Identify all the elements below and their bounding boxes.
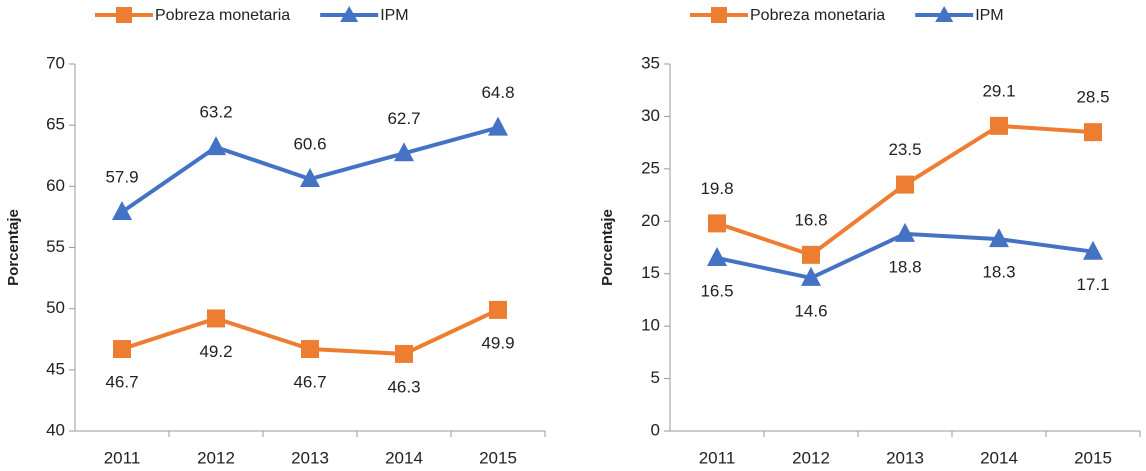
marker: [395, 344, 413, 363]
marker: [707, 246, 727, 266]
data-label: 23.5: [888, 140, 921, 159]
data-label: 14.6: [794, 301, 827, 320]
x-tick-label: 2011: [104, 448, 141, 467]
data-label: 57.9: [105, 168, 138, 187]
marker: [708, 214, 726, 233]
legend-label: Pobreza monetaria: [155, 7, 290, 24]
data-label: 63.2: [199, 103, 232, 122]
marker: [394, 142, 414, 162]
data-label: 49.9: [481, 333, 514, 352]
data-label: 46.7: [293, 373, 326, 392]
marker: [206, 136, 226, 156]
legend-marker: [116, 7, 132, 23]
y-axis-label: Porcentaje: [599, 209, 616, 286]
legend-marker: [711, 7, 727, 23]
marker: [1083, 240, 1103, 260]
y-tick-label: 50: [46, 298, 65, 317]
y-tick-label: 40: [46, 420, 65, 439]
data-label: 29.1: [982, 81, 1015, 100]
marker: [990, 116, 1008, 135]
marker: [488, 116, 508, 136]
marker: [896, 175, 914, 194]
y-axis-label: Porcentaje: [5, 209, 22, 286]
y-tick-label: 15: [641, 263, 660, 282]
y-tick-label: 65: [46, 115, 65, 134]
x-tick-label: 2013: [886, 448, 924, 467]
y-tick-label: 45: [46, 359, 65, 378]
data-label: 16.8: [794, 210, 827, 229]
marker: [802, 245, 820, 264]
data-label: 62.7: [387, 109, 420, 128]
data-label: 17.1: [1076, 275, 1109, 294]
legend-marker: [340, 6, 359, 22]
marker: [489, 300, 507, 319]
data-label: 64.8: [481, 83, 514, 102]
x-tick-label: 2013: [291, 448, 329, 467]
legend-label: IPM: [975, 7, 1003, 24]
x-tick-label: 2012: [197, 448, 235, 467]
marker: [300, 167, 320, 187]
x-tick-label: 2015: [1074, 448, 1112, 467]
data-label: 16.5: [700, 281, 733, 300]
y-tick-label: 60: [46, 176, 65, 195]
x-tick-label: 2015: [479, 448, 517, 467]
marker: [989, 228, 1009, 248]
marker: [113, 340, 131, 359]
marker: [301, 340, 319, 359]
data-label: 46.3: [387, 377, 420, 396]
x-tick-label: 2014: [385, 448, 423, 467]
legend-label: IPM: [380, 7, 408, 24]
marker: [895, 222, 915, 242]
marker: [207, 309, 225, 328]
y-tick-label: 30: [641, 106, 660, 125]
y-tick-label: 55: [46, 237, 65, 256]
data-label: 19.8: [700, 179, 733, 198]
x-tick-label: 2012: [792, 448, 830, 467]
data-label: 49.2: [199, 342, 232, 361]
y-tick-label: 5: [651, 368, 660, 387]
x-tick-label: 2014: [980, 448, 1018, 467]
marker: [801, 266, 821, 286]
y-tick-label: 0: [651, 420, 660, 439]
legend-marker: [935, 6, 954, 22]
marker: [112, 201, 132, 221]
data-label: 18.3: [982, 263, 1015, 282]
data-label: 60.6: [293, 134, 326, 153]
data-label: 46.7: [105, 373, 138, 392]
y-tick-label: 10: [641, 316, 660, 335]
x-tick-label: 2011: [699, 448, 736, 467]
y-tick-label: 70: [46, 53, 65, 72]
marker: [1084, 123, 1102, 142]
data-label: 28.5: [1076, 88, 1109, 107]
y-tick-label: 35: [641, 53, 660, 72]
legend-label: Pobreza monetaria: [750, 7, 885, 24]
data-label: 18.8: [888, 257, 921, 276]
y-tick-label: 20: [641, 211, 660, 230]
y-tick-label: 25: [641, 158, 660, 177]
